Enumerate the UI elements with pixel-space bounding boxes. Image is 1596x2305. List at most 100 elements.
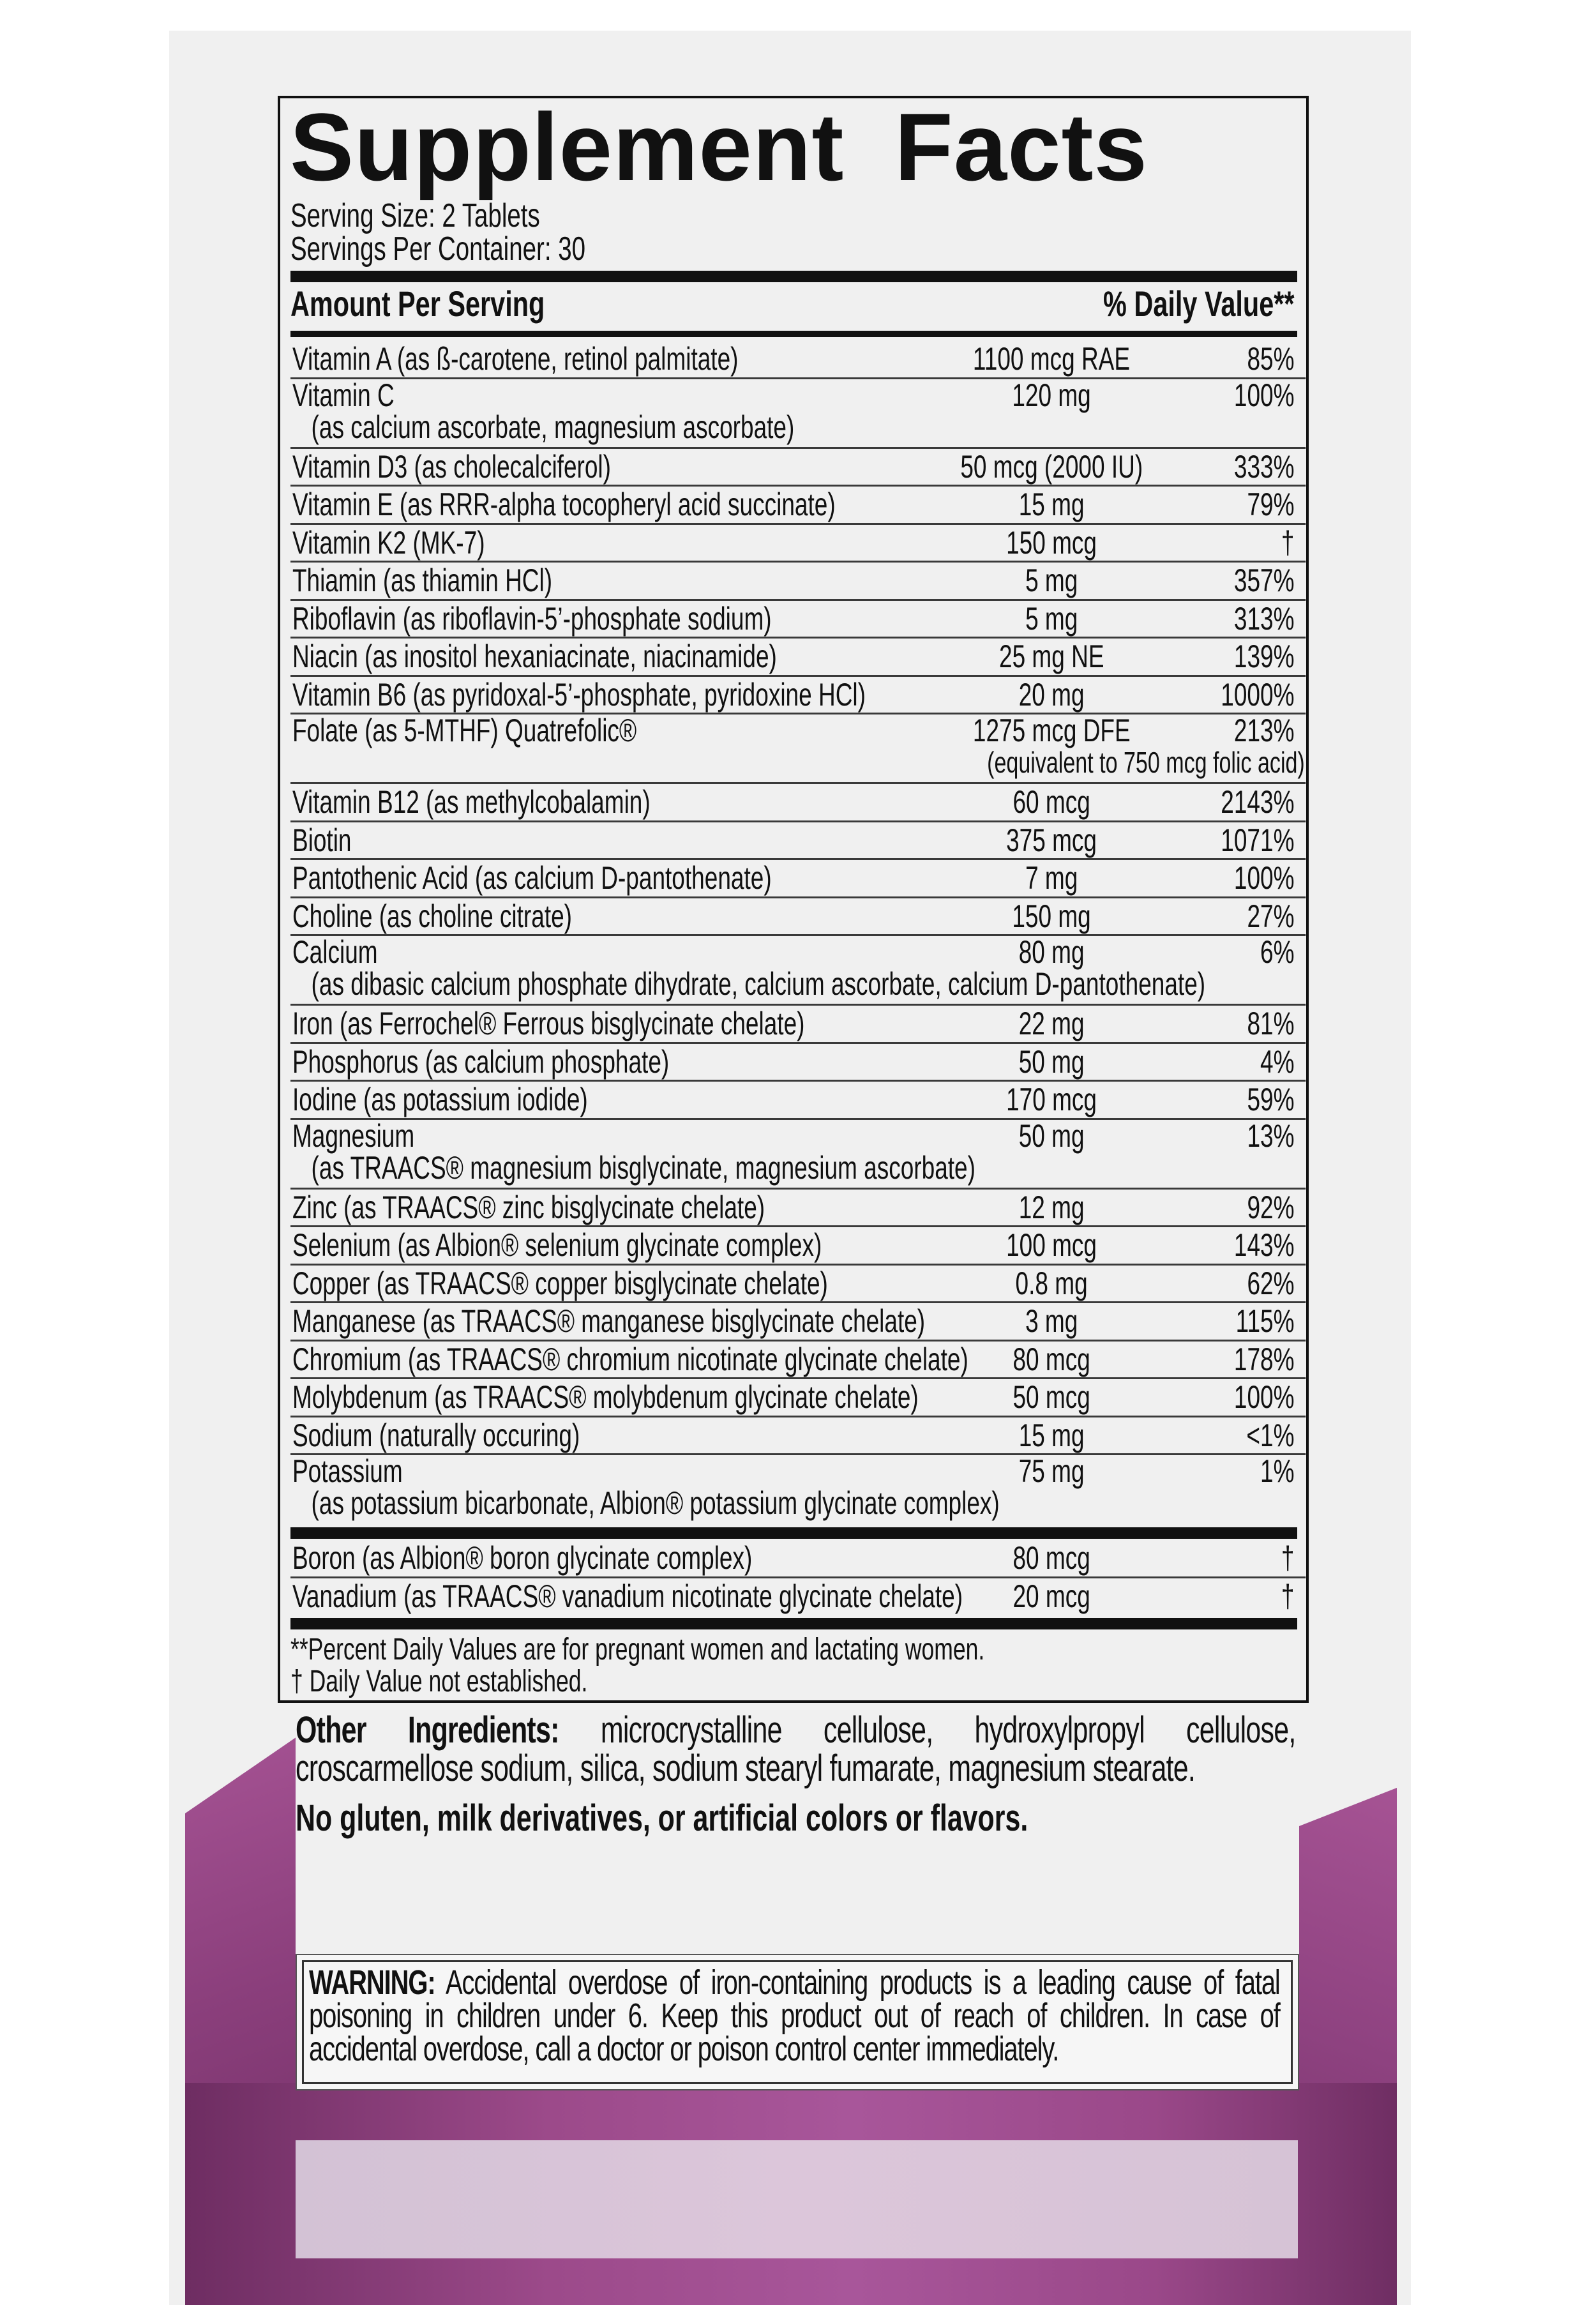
nutrient-name: Sodium (naturally occuring) [292, 1417, 580, 1453]
nutrient-name: Thiamin (as thiamin HCl) [292, 563, 553, 598]
nutrient-amount: 60 mcg [1013, 784, 1090, 820]
free-from-statement: No gluten, milk derivatives, or artifici… [296, 1797, 1028, 1839]
lower-text: Other Ingredients: microcrystalline cell… [296, 1711, 1296, 1838]
nutrient-name: Vitamin A (as ß-carotene, retinol palmit… [292, 341, 739, 377]
nutrient-name: Choline (as choline citrate) [292, 898, 573, 934]
nutrient-amount: 12 mg [1018, 1189, 1085, 1225]
nutrient-name: Vitamin D3 (as cholecalciferol) [292, 448, 611, 485]
nutrient-name: Vanadium (as TRAACS® vanadium nicotinate… [292, 1578, 963, 1614]
nutrient-row: Iron (as Ferrochel® Ferrous bisglycinate… [290, 1006, 1306, 1044]
warning-box: WARNING: Accidental overdose of iron-con… [296, 1954, 1299, 2090]
nutrient-name: Potassium [292, 1453, 403, 1489]
nutrient-amount: 75 mg [1018, 1453, 1085, 1489]
nutrient-name: Vitamin C [292, 377, 395, 413]
nutrient-name: Magnesium [292, 1117, 415, 1154]
nutrient-daily-value: 81% [1247, 1006, 1295, 1041]
extra-nutrient-rows: Boron (as Albion® boron glycinate comple… [290, 1540, 1306, 1616]
nutrient-amount: 22 mg [1018, 1006, 1085, 1041]
nutrient-daily-value: 178% [1233, 1341, 1295, 1377]
nutrient-daily-value: 139% [1233, 639, 1295, 674]
light-label-band [296, 2140, 1298, 2258]
nutrient-row: Sodium (naturally occuring) 15 mg <1% [290, 1417, 1306, 1455]
nutrient-row: Pantothenic Acid (as calcium D-pantothen… [290, 860, 1306, 898]
thick-divider [290, 1527, 1297, 1539]
nutrient-source: (as calcium ascorbate, magnesium ascorba… [311, 409, 795, 445]
nutrient-daily-value: 79% [1247, 487, 1295, 522]
nutrient-source: (as dibasic calcium phosphate dihydrate,… [311, 966, 1206, 1002]
nutrient-daily-value: † [1281, 524, 1295, 561]
nutrient-daily-value: 1% [1260, 1453, 1295, 1489]
nutrient-row: Vitamin A (as ß-carotene, retinol palmit… [290, 341, 1306, 379]
nutrient-name: Chromium (as TRAACS® chromium nicotinate… [292, 1341, 968, 1377]
nutrient-amount: 15 mg [1018, 487, 1085, 522]
nutrient-row: Chromium (as TRAACS® chromium nicotinate… [290, 1341, 1306, 1379]
nutrient-row: Vitamin E (as RRR-alpha tocopheryl acid … [290, 487, 1306, 525]
warning-label: WARNING: [309, 1963, 436, 2002]
nutrient-daily-value: † [1281, 1578, 1295, 1614]
nutrient-daily-value: 313% [1233, 600, 1295, 637]
nutrient-name: Manganese (as TRAACS® manganese bisglyci… [292, 1303, 926, 1339]
nutrient-daily-value: † [1281, 1540, 1295, 1576]
nutrient-amount: 170 mcg [1006, 1082, 1097, 1117]
warning-inner-border: WARNING: Accidental overdose of iron-con… [302, 1960, 1293, 2084]
nutrient-row: Vanadium (as TRAACS® vanadium nicotinate… [290, 1578, 1306, 1617]
nutrient-daily-value: 4% [1260, 1043, 1295, 1080]
nutrient-amount: 150 mg [1012, 898, 1091, 934]
footnote-daily-value: **Percent Daily Values are for pregnant … [290, 1633, 985, 1666]
nutrient-amount: 50 mcg [1013, 1379, 1090, 1415]
nutrient-name: Boron (as Albion® boron glycinate comple… [292, 1540, 753, 1576]
nutrient-rows: Vitamin A (as ß-carotene, retinol palmit… [290, 341, 1306, 1525]
nutrient-row: Molybdenum (as TRAACS® molybdenum glycin… [290, 1379, 1306, 1417]
nutrient-name: Calcium [292, 934, 378, 970]
nutrient-amount: 20 mcg [1013, 1578, 1090, 1614]
nutrient-row: Riboflavin (as riboflavin-5’-phosphate s… [290, 601, 1306, 639]
nutrient-row: Niacin (as inositol hexaniacinate, niaci… [290, 639, 1306, 677]
nutrient-name: Vitamin K2 (MK-7) [292, 524, 485, 561]
nutrient-daily-value: 100% [1233, 1379, 1295, 1415]
nutrient-amount: 5 mg [1025, 600, 1078, 637]
medium-divider [290, 331, 1297, 337]
footnote-dagger: † Daily Value not established. [290, 1665, 588, 1698]
nutrient-daily-value: 357% [1233, 563, 1295, 598]
nutrient-amount: 80 mcg [1013, 1540, 1090, 1576]
other-ingredients-text: microcrystalline cellulose, hydroxylprop… [296, 1709, 1296, 1789]
nutrient-daily-value: 59% [1247, 1082, 1295, 1117]
nutrient-row: Manganese (as TRAACS® manganese bisglyci… [290, 1303, 1306, 1341]
nutrient-name: Selenium (as Albion® selenium glycinate … [292, 1227, 822, 1263]
nutrient-daily-value: 100% [1233, 377, 1295, 413]
nutrient-row: Boron (as Albion® boron glycinate comple… [290, 1540, 1306, 1578]
header-amount: Amount Per Serving [290, 283, 545, 324]
nutrient-daily-value: 27% [1247, 898, 1295, 934]
nutrient-amount: 0.8 mg [1015, 1265, 1088, 1301]
serving-size: Serving Size: 2 Tablets [290, 197, 540, 234]
nutrient-name: Biotin [292, 822, 352, 858]
nutrient-name: Iron (as Ferrochel® Ferrous bisglycinate… [292, 1006, 805, 1041]
nutrient-row: Vitamin B12 (as methylcobalamin) 60 mcg 21… [290, 784, 1306, 822]
nutrient-amount: 1275 mcg DFE [972, 713, 1131, 748]
nutrient-row: Biotin 375 mcg 1071% [290, 822, 1306, 860]
nutrient-name: Folate (as 5-MTHF) Quatrefolic® [292, 713, 637, 748]
nutrient-daily-value: 13% [1247, 1117, 1295, 1154]
nutrient-name: Niacin (as inositol hexaniacinate, niaci… [292, 639, 777, 674]
nutrient-amount: 100 mcg [1006, 1227, 1097, 1263]
nutrient-row: Choline (as choline citrate) 150 mg 27% [290, 898, 1306, 936]
nutrient-row: Vitamin C (as calcium ascorbate, magnesiu… [290, 379, 1306, 449]
nutrient-daily-value: 2143% [1221, 784, 1295, 820]
supplement-facts-box: Supplement Facts Serving Size: 2 Tablets… [278, 96, 1309, 1703]
nutrient-name: Riboflavin (as riboflavin-5’-phosphate s… [292, 600, 772, 637]
nutrient-source: (as TRAACS® magnesium bisglycinate, magn… [311, 1149, 975, 1186]
nutrient-amount: 375 mcg [1006, 822, 1097, 858]
nutrient-row: Magnesium (as TRAACS® magnesium bisglycin… [290, 1120, 1306, 1190]
nutrient-amount: 25 mg NE [999, 639, 1104, 674]
footnotes: **Percent Daily Values are for pregnant … [290, 1634, 1306, 1698]
nutrient-name: Phosphorus (as calcium phosphate) [292, 1043, 670, 1080]
serving-info: Serving Size: 2 Tablets Servings Per Con… [290, 199, 1306, 266]
nutrient-row: Copper (as TRAACS® copper bisglycinate c… [290, 1265, 1306, 1303]
nutrient-name: Vitamin B12 (as methylcobalamin) [292, 784, 651, 820]
nutrient-row: Folate (as 5-MTHF) Quatrefolic® 1275 mcg … [290, 714, 1306, 784]
other-ingredients-label: Other Ingredients: [296, 1709, 559, 1751]
nutrient-row: Iodine (as potassium iodide) 170 mcg 59% [290, 1082, 1306, 1120]
nutrient-amount: 50 mcg (2000 IU) [960, 448, 1143, 485]
nutrient-daily-value: <1% [1246, 1417, 1295, 1453]
nutrient-daily-value: 1071% [1221, 822, 1295, 858]
